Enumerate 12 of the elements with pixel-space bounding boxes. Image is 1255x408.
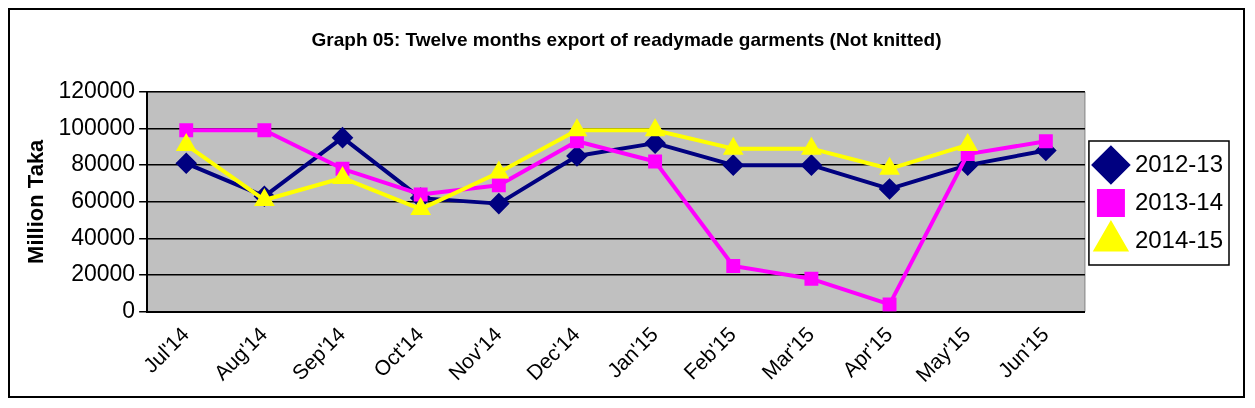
- y-tick-label: 0: [122, 297, 136, 324]
- y-tick-label: 60000: [71, 187, 136, 214]
- legend-label: 2014-15: [1134, 225, 1223, 253]
- y-tick-label: 80000: [71, 150, 136, 177]
- y-tick-label: 120000: [58, 77, 136, 104]
- legend-label: 2012-13: [1134, 149, 1223, 177]
- legend-label: 2013-14: [1134, 187, 1223, 215]
- y-tick-label: 20000: [71, 260, 136, 287]
- y-tick-label: 100000: [58, 113, 136, 140]
- y-tick-label: 40000: [71, 223, 136, 250]
- chart-title: Graph 05: Twelve months export of readymade garments (Not knitted): [311, 28, 942, 50]
- y-axis-title: Million Taka: [23, 138, 49, 264]
